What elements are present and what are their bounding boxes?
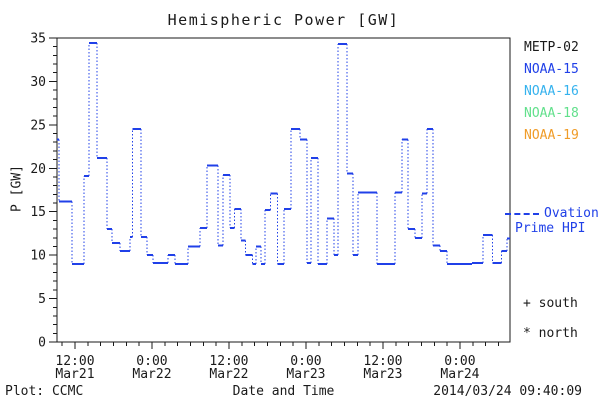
y-tick-label: 20 [30,162,46,177]
y-tick-label: 10 [30,249,46,264]
x-tick-date-label: Mar22 [132,367,171,382]
ovation-legend-line1: Ovation [505,207,599,220]
marker-legend: + south * north [523,297,578,357]
legend-satellite-noaa-15: NOAA-15 [524,62,579,77]
x-tick-time-label: 12:00 [209,354,248,369]
marker-legend-south: + south [523,296,578,311]
x-tick-date-label: Mar21 [55,367,94,382]
y-tick-label: 5 [38,292,46,307]
legend-satellite-noaa-16: NOAA-16 [524,84,579,99]
y-tick-label: 30 [30,75,46,90]
ovation-label-part1: Ovation [544,206,599,221]
x-tick-time-label: 12:00 [55,354,94,369]
legend-satellite-metp-02: METP-02 [524,40,579,55]
x-tick-time-label: 0:00 [136,354,167,369]
hpi-step-line [57,42,510,265]
y-tick-label: 0 [38,336,46,351]
x-axis-label: Date and Time [232,384,335,399]
x-tick-time-label: 0:00 [444,354,475,369]
plot-timestamp: 2014/03/24 09:40:09 [433,384,582,399]
y-tick-label: 25 [30,118,46,133]
y-tick-label: 15 [30,205,46,220]
ovation-label-part2: Prime HPI [515,221,586,236]
x-tick-date-label: Mar23 [363,367,402,382]
plot-frame [56,37,511,343]
chart-title: Hemispheric Power [GW] [167,11,400,29]
legend-satellite-noaa-19: NOAA-19 [524,128,579,143]
x-tick-date-label: Mar23 [286,367,325,382]
x-tick-time-label: 0:00 [290,354,321,369]
tick-labels: 0510152025303512:00Mar210:00Mar2212:00Ma… [30,32,479,383]
marker-legend-north: * north [523,326,578,341]
axes [49,37,511,349]
x-tick-time-label: 12:00 [363,354,402,369]
legend-satellite-noaa-18: NOAA-18 [524,106,579,121]
plot-credit: Plot: CCMC [5,384,84,399]
y-tick-label: 35 [30,32,46,47]
x-tick-date-label: Mar22 [209,367,248,382]
ovation-legend: Ovation Prime HPI [505,207,599,235]
x-tick-date-label: Mar24 [440,367,479,382]
satellite-legend: METP-02 NOAA-15 NOAA-16 NOAA-18 NOAA-19 [524,41,579,151]
dashed-line-sample-icon [505,212,539,215]
